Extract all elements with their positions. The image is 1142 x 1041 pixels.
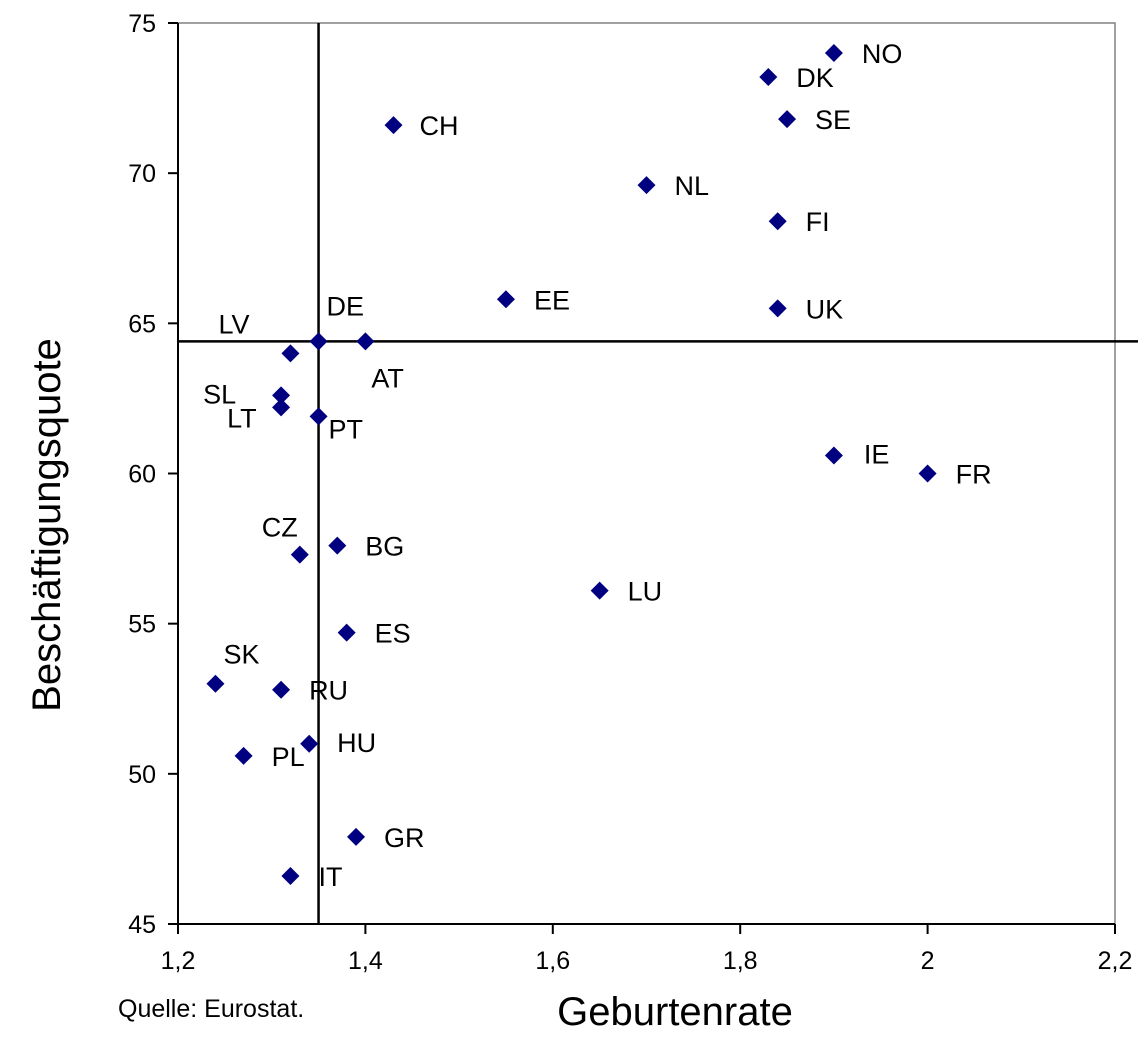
data-point-de (309, 332, 328, 351)
y-tick-label: 45 (128, 911, 156, 939)
data-label-nl: NL (675, 171, 710, 201)
data-point-pl (234, 746, 253, 765)
data-point-lv (281, 344, 300, 363)
data-point-sk (206, 674, 225, 693)
y-tick-label: 75 (128, 10, 156, 38)
x-tick-label: 1,8 (723, 947, 758, 975)
data-label-lu: LU (628, 577, 663, 607)
x-tick-label: 1,4 (348, 947, 383, 975)
data-label-lv: LV (218, 309, 249, 339)
data-point-lu (590, 581, 609, 600)
data-label-de: DE (327, 291, 365, 321)
data-label-no: NO (862, 39, 903, 69)
data-point-cz (290, 545, 309, 564)
data-point-es (337, 623, 356, 642)
data-label-sk: SK (223, 640, 259, 670)
data-point-pt (309, 407, 328, 426)
y-tick-label: 70 (128, 160, 156, 188)
source-note: Quelle: Eurostat. (118, 995, 305, 1023)
data-point-ee (496, 290, 515, 309)
data-point-nl (637, 176, 656, 195)
data-label-se: SE (815, 105, 851, 135)
data-label-ee: EE (534, 285, 570, 315)
data-point-hu (300, 734, 319, 753)
data-label-ch: CH (420, 111, 459, 141)
x-tick-label: 1,6 (535, 947, 570, 975)
data-points (206, 44, 937, 885)
y-axis-title: Beschäftigungsquote (25, 338, 69, 712)
data-point-fi (768, 212, 787, 231)
data-label-at: AT (371, 363, 404, 393)
data-label-gr: GR (384, 823, 425, 853)
data-label-sl: SL (203, 379, 236, 409)
data-label-bg: BG (365, 532, 404, 562)
x-tick-label: 1,2 (161, 947, 196, 975)
data-label-it: IT (318, 862, 342, 892)
data-point-at (356, 332, 375, 351)
data-label-fi: FI (806, 207, 830, 237)
data-label-uk: UK (806, 294, 844, 324)
data-label-ie: IE (864, 439, 890, 469)
data-label-lt: LT (227, 403, 257, 433)
data-point-it (281, 866, 300, 885)
data-label-es: ES (375, 619, 411, 649)
y-tick-label: 65 (128, 310, 156, 338)
data-point-bg (328, 536, 347, 555)
data-label-cz: CZ (262, 513, 298, 543)
data-label-ru: RU (309, 676, 348, 706)
data-point-se (778, 110, 797, 129)
data-label-dk: DK (796, 63, 834, 93)
data-point-no (824, 44, 843, 63)
data-label-pl: PL (272, 742, 305, 772)
x-tick-label: 2,2 (1098, 947, 1133, 975)
data-point-fr (918, 464, 937, 483)
data-point-ru (272, 680, 291, 699)
x-axis-title: Geburtenrate (557, 990, 793, 1034)
data-point-gr (347, 827, 366, 846)
x-tick-label: 2 (921, 947, 935, 975)
y-tick-label: 50 (128, 761, 156, 789)
data-point-lt (272, 398, 291, 417)
reference-lines (178, 23, 1138, 924)
y-tick-label: 55 (128, 611, 156, 639)
data-point-dk (759, 68, 778, 87)
data-point-uk (768, 299, 787, 318)
data-label-pt: PT (329, 414, 364, 444)
data-point-sl (272, 386, 291, 405)
data-point-ie (824, 446, 843, 465)
data-label-hu: HU (337, 728, 376, 758)
data-label-fr: FR (956, 460, 992, 490)
y-tick-label: 60 (128, 461, 156, 489)
tick-labels: 45 50 55 60 65 70 75 1,2 1,4 1,6 1,8 2 2,2 (128, 10, 1132, 975)
data-point-ch (384, 116, 403, 135)
